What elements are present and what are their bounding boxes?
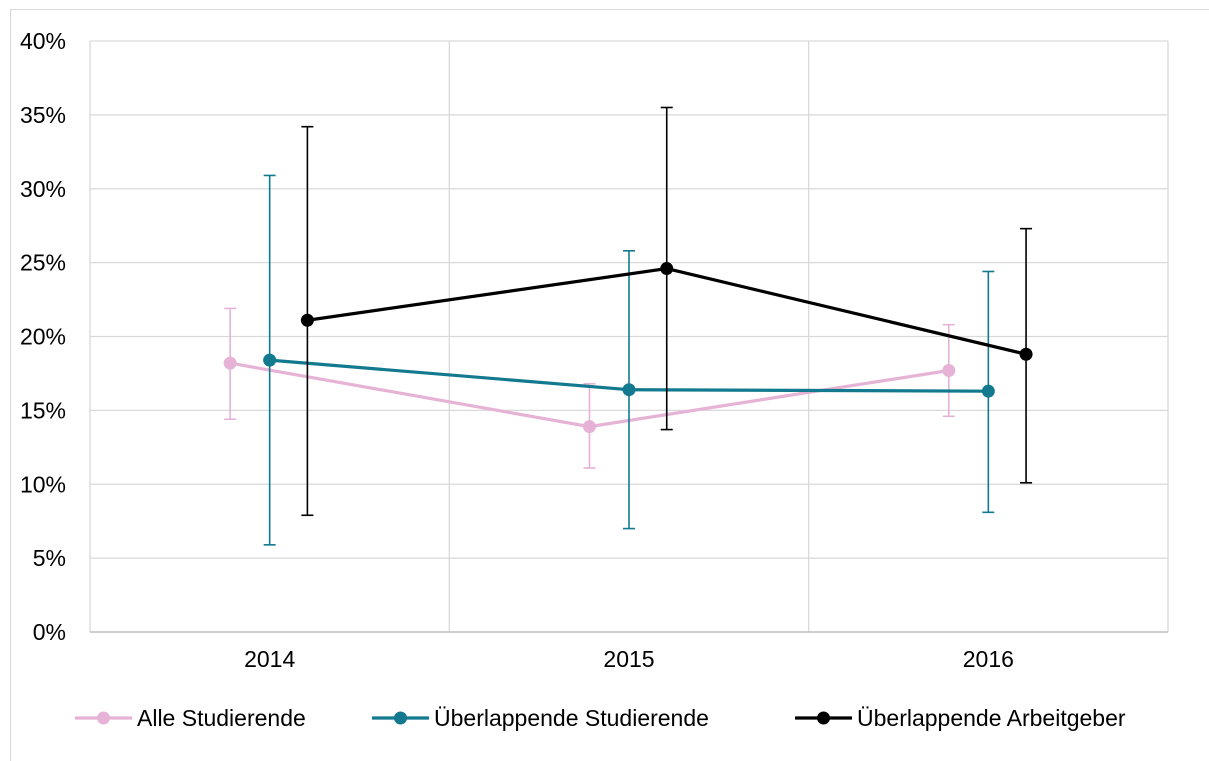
legend: Alle Studierende Überlappende Studierende…	[75, 705, 1126, 731]
data-point	[263, 353, 277, 367]
legend-item: Alle Studierende	[75, 705, 306, 731]
data-point	[300, 313, 314, 327]
series-3	[300, 106, 1033, 517]
legend-swatch-marker	[97, 711, 110, 725]
data-point	[1019, 347, 1033, 361]
x-tick-label: 2015	[603, 646, 654, 672]
x-tick-label: 2014	[244, 646, 295, 672]
data-point	[582, 420, 596, 434]
y-tick-label: 5%	[33, 545, 66, 571]
y-axis-tick-labels: 0% 5% 10% 15% 20% 25% 30% 35% 40%	[20, 28, 66, 645]
y-tick-label: 30%	[20, 176, 66, 202]
legend-item: Überlappende Arbeitgeber	[795, 705, 1126, 731]
y-tick-label: 10%	[20, 471, 66, 497]
y-tick-label: 20%	[20, 324, 66, 350]
data-point	[660, 262, 674, 276]
legend-swatch-marker	[817, 711, 830, 725]
data-point	[622, 383, 636, 397]
data-point	[942, 363, 956, 377]
series-layer	[223, 106, 1033, 546]
chart-frame	[10, 9, 1209, 761]
y-tick-label: 0%	[33, 619, 66, 645]
legend-item: Überlappende Studierende	[372, 705, 709, 731]
data-point	[981, 384, 995, 398]
legend-swatch-marker	[394, 711, 407, 725]
x-axis-tick-labels: 2014 2015 2016	[244, 646, 1014, 672]
legend-label: Überlappende Arbeitgeber	[857, 705, 1126, 731]
series-1	[223, 307, 956, 469]
y-tick-label: 25%	[20, 250, 66, 276]
y-tick-label: 40%	[20, 28, 66, 54]
series-2	[263, 174, 995, 546]
legend-label: Alle Studierende	[137, 705, 306, 731]
data-point	[223, 356, 237, 370]
y-tick-label: 35%	[20, 102, 66, 128]
y-tick-label: 15%	[20, 397, 66, 423]
x-tick-label: 2016	[963, 646, 1014, 672]
legend-label: Überlappende Studierende	[434, 705, 709, 731]
